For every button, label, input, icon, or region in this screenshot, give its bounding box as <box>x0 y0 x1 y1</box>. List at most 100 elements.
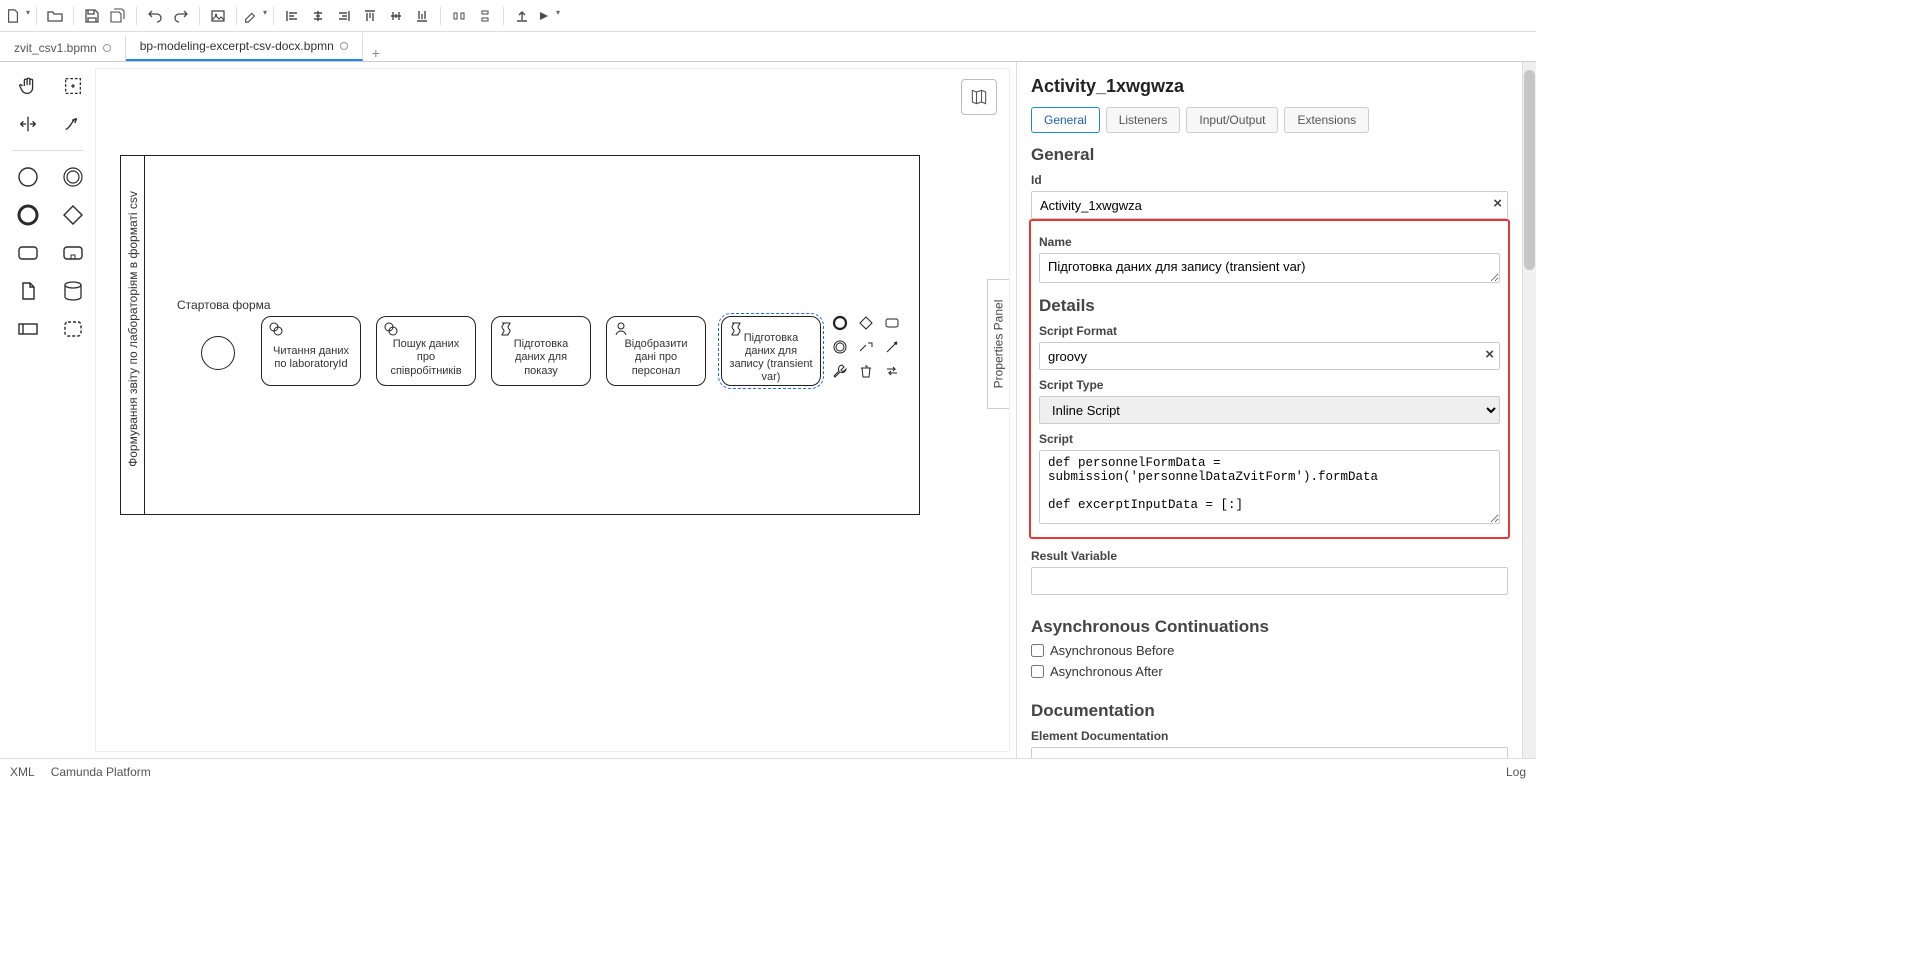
name-label: Name <box>1039 235 1500 249</box>
align-middle-button[interactable] <box>384 4 408 28</box>
save-all-button[interactable] <box>106 4 130 28</box>
main-area: Формування звіту по лабораторіям в форма… <box>0 62 1536 758</box>
palette-separator <box>12 150 83 151</box>
distribute-v-button[interactable] <box>473 4 497 28</box>
intermediate-event-icon[interactable] <box>60 163 88 191</box>
element-title: Activity_1xwgwza <box>1031 76 1508 97</box>
align-center-button[interactable] <box>306 4 330 28</box>
task-icon[interactable] <box>14 239 42 267</box>
connect-icon[interactable] <box>883 338 901 356</box>
tab-general[interactable]: General <box>1031 107 1100 133</box>
async-before-checkbox[interactable] <box>1031 644 1044 657</box>
export-image-button[interactable] <box>206 4 230 28</box>
data-object-icon[interactable] <box>14 277 42 305</box>
toolbar-separator <box>199 7 200 25</box>
id-input[interactable] <box>1031 191 1508 219</box>
append-task-icon[interactable] <box>883 314 901 332</box>
redo-button[interactable] <box>169 4 193 28</box>
add-tab-button[interactable]: + <box>363 45 389 61</box>
tab-dirty-icon <box>340 42 348 50</box>
run-button[interactable] <box>536 4 560 28</box>
status-log[interactable]: Log <box>1506 765 1526 779</box>
delete-icon[interactable] <box>857 362 875 380</box>
group-icon[interactable] <box>60 315 88 343</box>
gateway-icon[interactable] <box>60 201 88 229</box>
section-documentation: Documentation <box>1031 701 1508 721</box>
deploy-button[interactable] <box>510 4 534 28</box>
clear-icon[interactable]: × <box>1485 346 1494 363</box>
async-before-row[interactable]: Asynchronous Before <box>1031 643 1508 658</box>
properties-scroll[interactable]: Activity_1xwgwza General Listeners Input… <box>1017 62 1522 758</box>
clear-icon[interactable]: × <box>1493 195 1502 212</box>
align-right-button[interactable] <box>332 4 356 28</box>
user-task[interactable]: Відобразити дані про персонал <box>606 316 706 386</box>
tab-label: zvit_csv1.bpmn <box>14 41 97 55</box>
save-button[interactable] <box>80 4 104 28</box>
service-task[interactable]: Пошук даних про співробітників <box>376 316 476 386</box>
name-input[interactable]: Підготовка даних для запису (transient v… <box>1039 253 1500 283</box>
script-icon <box>728 321 744 337</box>
tab-input-output[interactable]: Input/Output <box>1186 107 1278 133</box>
script-label: Script <box>1039 432 1500 446</box>
new-file-button[interactable] <box>6 4 30 28</box>
script-format-input[interactable] <box>1039 342 1500 370</box>
editor-tab[interactable]: bp-modeling-excerpt-csv-docx.bpmn <box>126 33 363 61</box>
properties-panel: Activity_1xwgwza General Listeners Input… <box>1016 62 1536 758</box>
connect-tool-icon[interactable] <box>60 110 88 138</box>
start-event-icon[interactable] <box>14 163 42 191</box>
editor-tab[interactable]: zvit_csv1.bpmn <box>0 35 126 61</box>
task-label: Читання даних по laboratoryId <box>268 345 354 371</box>
open-file-button[interactable] <box>43 4 67 28</box>
toolbar-separator <box>236 7 237 25</box>
id-label: Id <box>1031 173 1508 187</box>
async-after-label: Asynchronous After <box>1050 664 1163 679</box>
status-xml[interactable]: XML <box>10 765 35 779</box>
data-store-icon[interactable] <box>60 277 88 305</box>
async-after-checkbox[interactable] <box>1031 665 1044 678</box>
status-platform[interactable]: Camunda Platform <box>51 765 151 779</box>
script-task[interactable]: Підготовка даних для показу <box>491 316 591 386</box>
pool-header[interactable]: Формування звіту по лабораторіям в форма… <box>121 156 145 514</box>
script-textarea[interactable]: def personnelFormData = submission('pers… <box>1039 450 1500 524</box>
async-after-row[interactable]: Asynchronous After <box>1031 664 1508 679</box>
align-left-button[interactable] <box>280 4 304 28</box>
element-doc-input[interactable] <box>1031 747 1508 758</box>
task-label: Пошук даних про співробітників <box>383 338 469 378</box>
append-gateway-icon[interactable] <box>857 314 875 332</box>
space-tool-icon[interactable] <box>14 110 42 138</box>
replace-icon[interactable] <box>883 362 901 380</box>
result-variable-input[interactable] <box>1031 567 1508 595</box>
hand-tool-icon[interactable] <box>14 72 42 100</box>
end-event-icon[interactable] <box>14 201 42 229</box>
tab-extensions[interactable]: Extensions <box>1284 107 1369 133</box>
wrench-icon[interactable] <box>831 362 849 380</box>
pool-icon[interactable] <box>14 315 42 343</box>
color-button[interactable] <box>243 4 267 28</box>
start-event[interactable] <box>201 336 235 370</box>
tab-listeners[interactable]: Listeners <box>1106 107 1181 133</box>
async-before-label: Asynchronous Before <box>1050 643 1174 658</box>
canvas-wrap: Формування звіту по лабораторіям в форма… <box>0 62 1016 758</box>
lasso-tool-icon[interactable] <box>60 72 88 100</box>
diagram-canvas[interactable]: Формування звіту по лабораторіям в форма… <box>95 68 1010 752</box>
service-task[interactable]: Читання даних по laboratoryId <box>261 316 361 386</box>
minimap-toggle[interactable] <box>961 79 997 115</box>
undo-button[interactable] <box>143 4 167 28</box>
append-intermediate-icon[interactable] <box>831 338 849 356</box>
subprocess-icon[interactable] <box>60 239 88 267</box>
properties-panel-toggle[interactable]: Properties Panel <box>987 279 1009 409</box>
append-end-event-icon[interactable] <box>831 314 849 332</box>
scrollbar[interactable] <box>1522 62 1536 758</box>
shape-palette <box>0 62 95 758</box>
tab-label: bp-modeling-excerpt-csv-docx.bpmn <box>140 39 334 53</box>
bpmn-pool[interactable]: Формування звіту по лабораторіям в форма… <box>120 155 920 515</box>
script-type-select[interactable]: Inline Script <box>1039 396 1500 424</box>
task-label: Відобразити дані про персонал <box>613 338 699 378</box>
annotation-icon[interactable] <box>857 338 875 356</box>
scrollbar-thumb[interactable] <box>1524 70 1535 270</box>
distribute-h-button[interactable] <box>447 4 471 28</box>
script-task[interactable]: Підготовка даних для запису (transient v… <box>721 316 821 386</box>
status-bar: XML Camunda Platform Log <box>0 758 1536 784</box>
align-bottom-button[interactable] <box>410 4 434 28</box>
align-top-button[interactable] <box>358 4 382 28</box>
